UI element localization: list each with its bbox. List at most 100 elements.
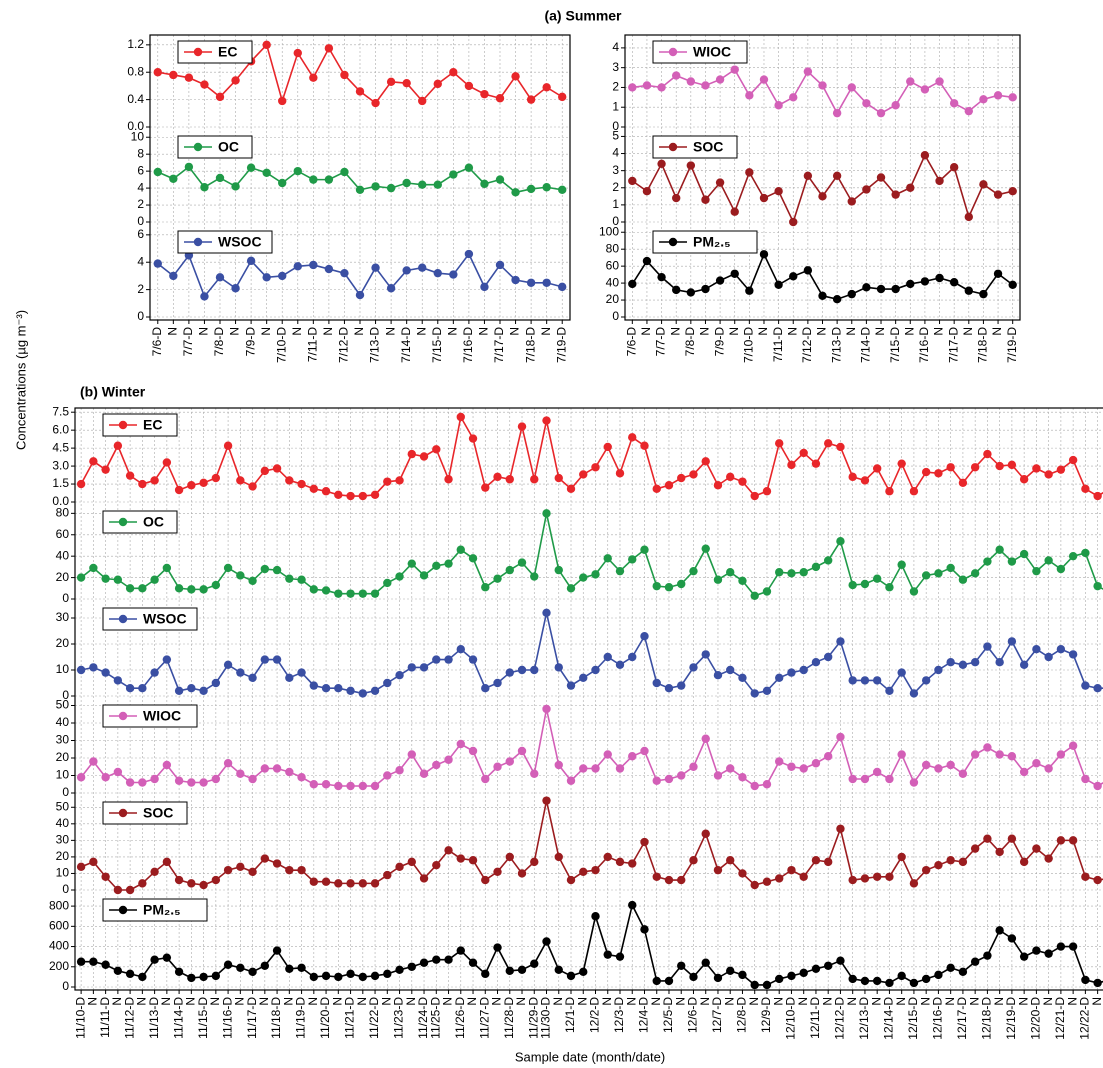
y-tick-label: 800 (49, 898, 69, 912)
data-point (481, 875, 490, 885)
legend-marker (668, 47, 678, 57)
data-point (297, 479, 306, 489)
data-point (89, 957, 98, 966)
data-point (1068, 650, 1078, 659)
x-tick-label: N (208, 997, 222, 1006)
y-tick-label: 30 (56, 610, 70, 624)
data-point (1056, 942, 1066, 951)
data-point (449, 270, 458, 279)
data-point (686, 77, 696, 86)
data-point (762, 877, 772, 886)
data-point (419, 958, 429, 967)
y-tick-label: 60 (606, 258, 620, 272)
y-tick-label: 2 (612, 80, 619, 94)
data-point (934, 860, 943, 870)
data-point (946, 563, 955, 573)
y-tick-label: 50 (56, 799, 70, 813)
data-point (823, 961, 833, 970)
x-tick-label: 7/14-D (399, 327, 413, 363)
y-axis-label: Concentrations (µg m⁻³) (13, 310, 28, 450)
data-point (657, 159, 666, 169)
x-tick-label: 7/8-D (683, 327, 697, 357)
data-point (738, 970, 747, 980)
data-point (1019, 857, 1029, 867)
data-point (346, 491, 355, 501)
data-point (964, 106, 973, 116)
data-point (248, 576, 257, 585)
data-point (640, 632, 649, 641)
data-point (591, 570, 600, 579)
data-point (199, 880, 208, 890)
data-point (511, 188, 520, 197)
data-point (101, 960, 110, 969)
data-point (803, 171, 813, 180)
data-point (836, 956, 845, 965)
x-tick-label: N (135, 997, 149, 1006)
data-point (909, 587, 919, 596)
data-point (640, 441, 649, 450)
x-tick-label: 11/23-D (392, 997, 406, 1039)
legend-marker (668, 237, 678, 247)
data-point (383, 678, 392, 688)
legend-label: WIOC (143, 708, 181, 724)
data-point (677, 579, 686, 589)
data-point (444, 475, 453, 484)
x-tick-label: 7/9-D (243, 327, 257, 357)
data-point (407, 449, 416, 459)
data-point (1032, 759, 1041, 768)
x-tick-label: 12/19-D (1004, 997, 1018, 1040)
data-point (891, 284, 900, 294)
data-point (125, 885, 135, 895)
y-tick-label: 40 (56, 715, 70, 729)
x-tick-label: N (820, 997, 834, 1006)
data-point (334, 781, 343, 791)
data-point (511, 72, 520, 81)
x-tick-label: N (508, 327, 522, 336)
data-point (231, 76, 240, 85)
data-point (995, 750, 1004, 759)
data-point (823, 752, 833, 761)
x-tick-label: 11/14-D (171, 997, 185, 1039)
data-point (464, 163, 474, 172)
series-line (80, 513, 1103, 597)
data-point (1056, 750, 1066, 759)
data-point (297, 575, 306, 584)
data-point (309, 260, 318, 270)
data-point (652, 776, 661, 785)
y-tick-label: 5 (612, 129, 619, 143)
data-point (346, 879, 355, 888)
data-point (309, 681, 319, 690)
x-tick-label: 12/12-D (833, 997, 847, 1040)
data-point (449, 68, 458, 77)
data-point (949, 163, 959, 172)
data-point (236, 668, 245, 677)
data-point (701, 734, 710, 743)
data-point (848, 774, 857, 784)
data-point (774, 186, 783, 196)
x-tick-label: N (873, 327, 887, 336)
data-point (153, 167, 162, 177)
y-tick-label: 3.0 (52, 458, 69, 472)
data-point (334, 684, 343, 693)
data-point (402, 266, 411, 275)
data-point (811, 964, 821, 973)
data-point (803, 266, 813, 275)
x-tick-label: N (967, 997, 981, 1006)
data-point (628, 555, 637, 564)
x-tick-label: 12/2-D (588, 997, 602, 1033)
data-point (713, 771, 723, 780)
data-point (493, 574, 502, 583)
data-point (215, 173, 225, 183)
data-point (530, 475, 539, 484)
data-point (686, 161, 696, 170)
y-tick-label: 400 (49, 939, 69, 953)
data-point (260, 854, 270, 863)
data-point (456, 739, 465, 749)
data-point (642, 81, 652, 90)
data-point (370, 589, 380, 598)
data-point (419, 874, 429, 883)
data-point (493, 678, 502, 688)
data-point (481, 483, 490, 492)
data-point (979, 95, 988, 104)
y-tick-label: 10 (56, 662, 70, 676)
